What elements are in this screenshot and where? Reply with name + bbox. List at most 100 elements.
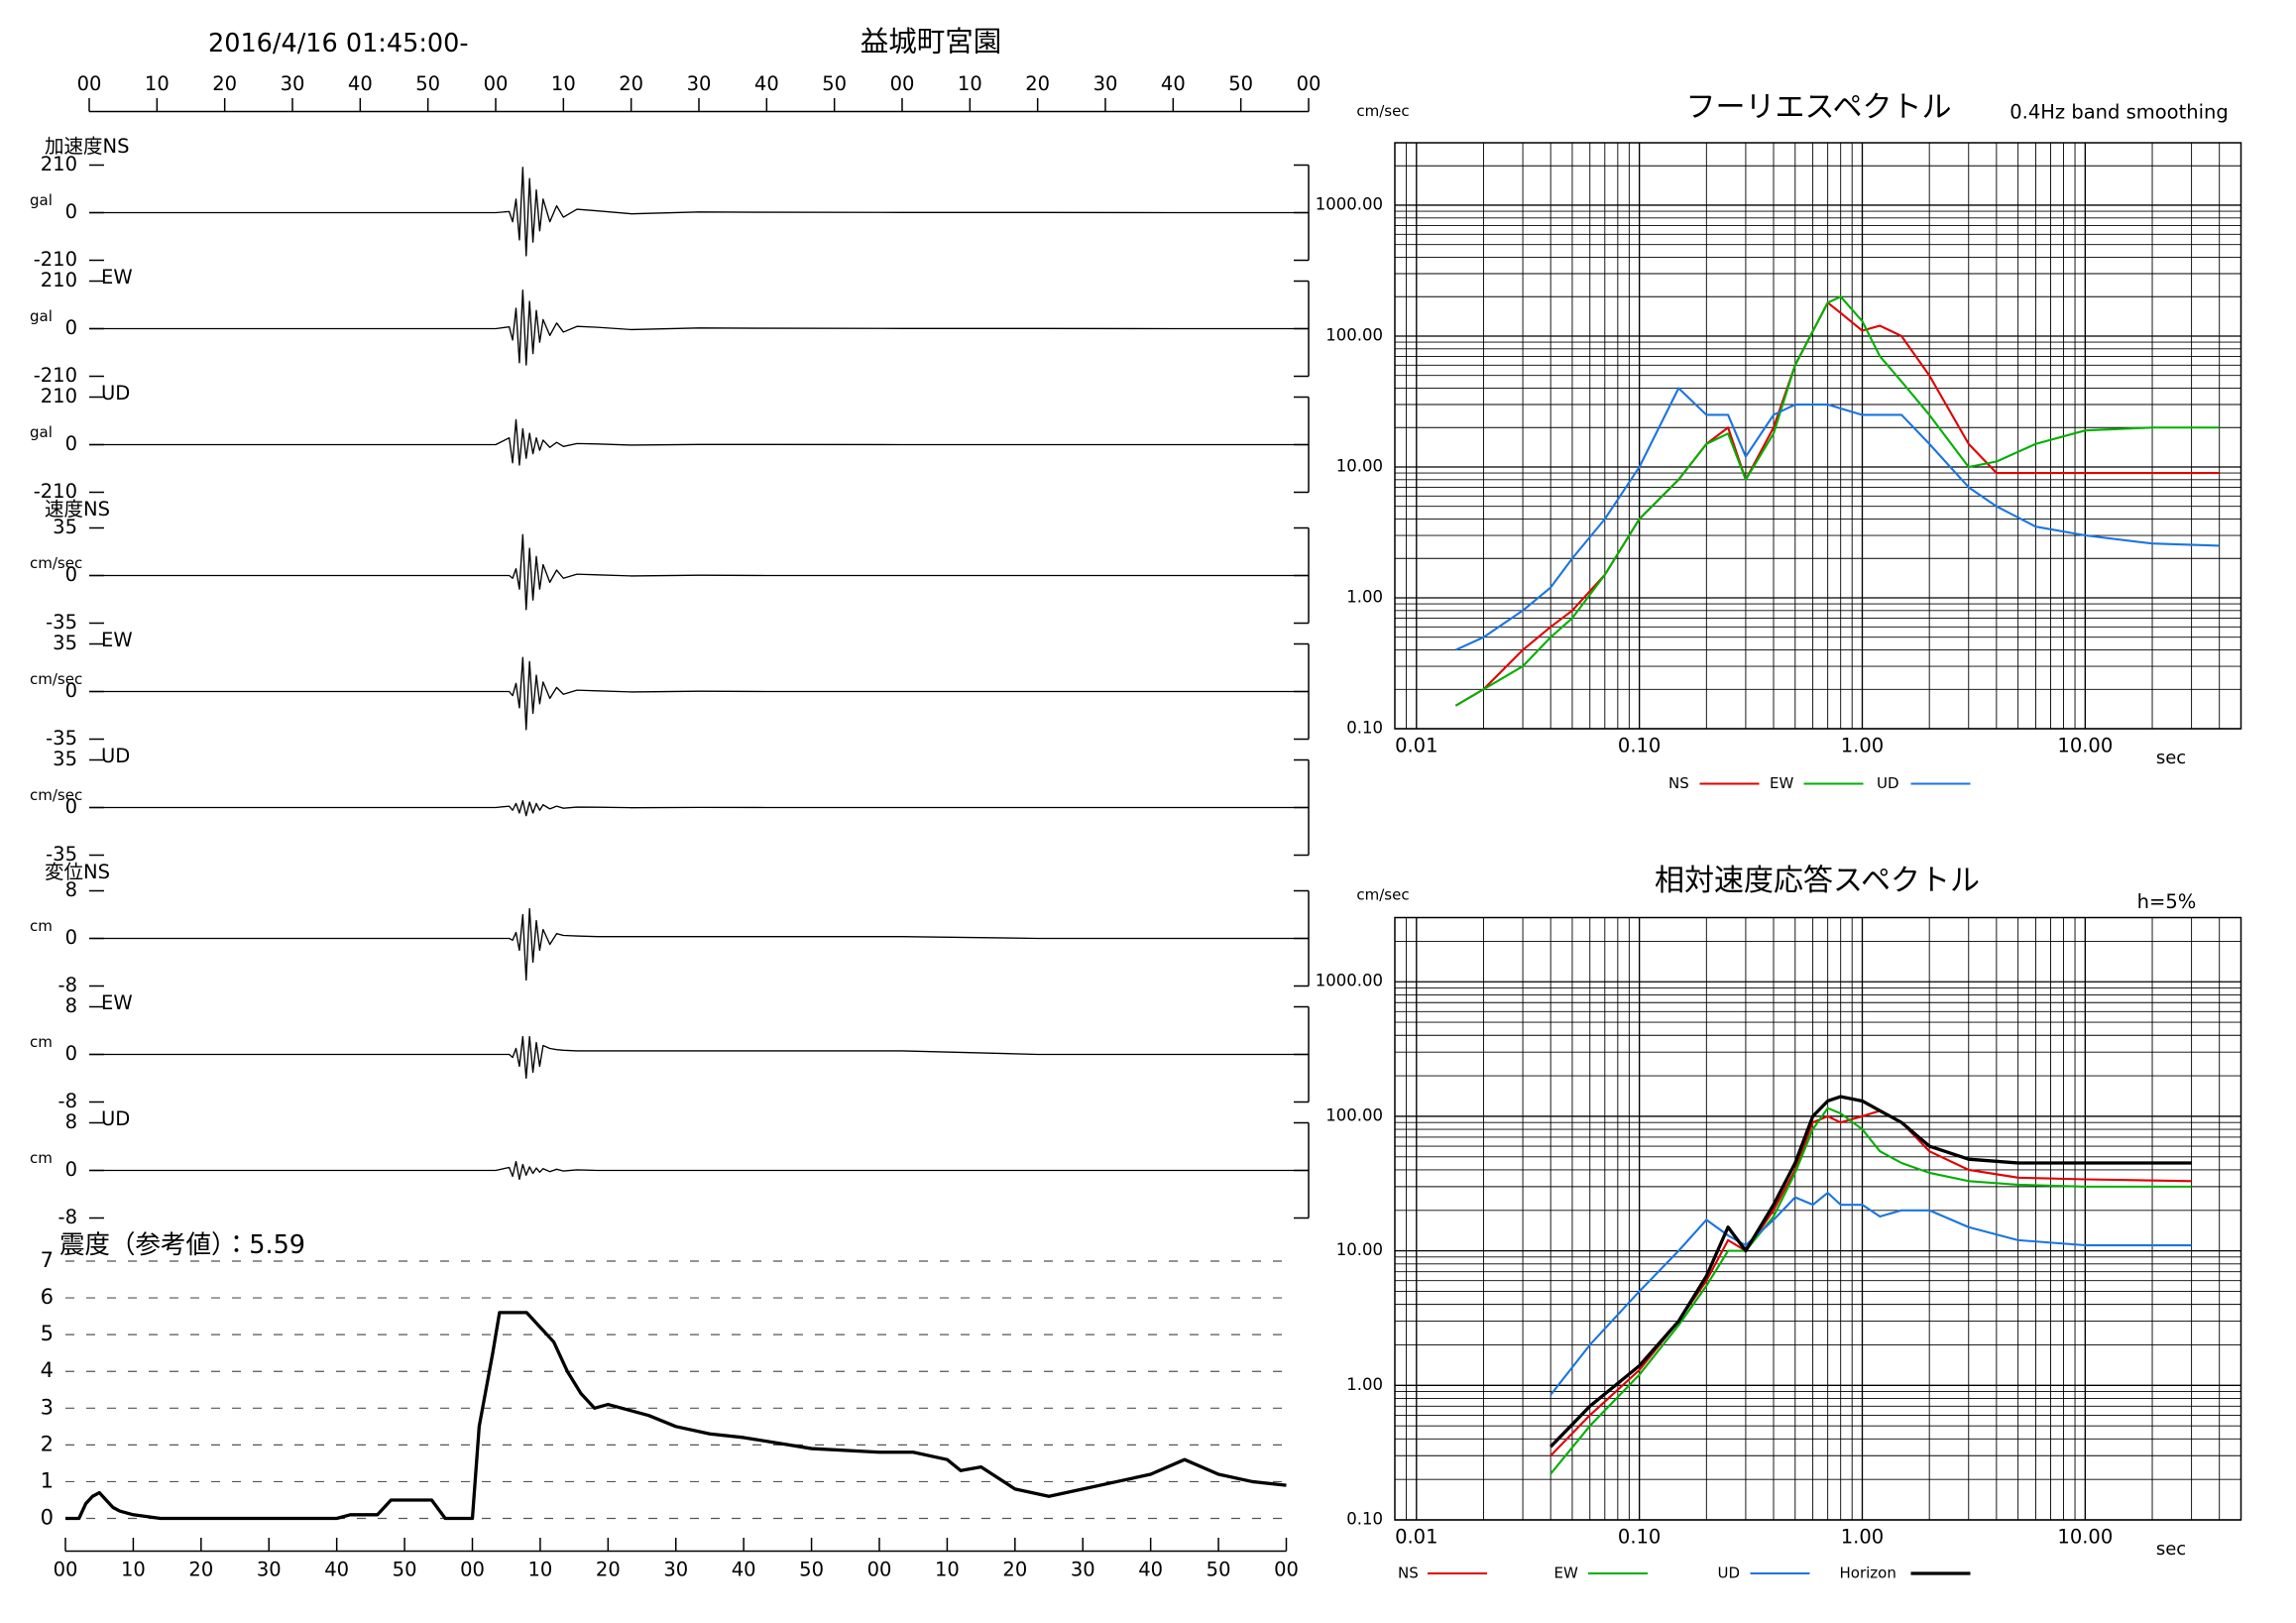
panel-label: EW: [101, 629, 133, 651]
x-tick-label: 0.01: [1395, 735, 1437, 757]
waveform: [89, 418, 1309, 466]
y-tick-label: 1: [41, 1468, 54, 1492]
y-tick-label: 100.00: [1325, 1105, 1383, 1124]
x-tick-label: 0.10: [1618, 1526, 1661, 1549]
y-tick-label: -210: [34, 364, 77, 387]
x-tick-label: 0.01: [1395, 1526, 1437, 1549]
waveform: [89, 656, 1309, 731]
waveform: [89, 907, 1309, 982]
x-tick-label: 10: [935, 1559, 960, 1581]
legend-label: EW: [1770, 774, 1793, 792]
y-tick-label: -35: [46, 611, 77, 634]
panel-label: UD: [101, 382, 130, 405]
y-tick-label: 0: [65, 1158, 77, 1181]
x-tick-label: 00: [484, 72, 509, 95]
waveform: [89, 1035, 1309, 1080]
x-tick-label: 30: [687, 72, 712, 95]
panel-unit: cm/sec: [30, 670, 82, 688]
x-tick-label: 50: [393, 1559, 417, 1581]
y-tick-label: 0: [65, 563, 77, 586]
panel-unit: cm/sec: [30, 786, 82, 804]
y-tick-label: 1.00: [1346, 1375, 1383, 1394]
waveform: [89, 799, 1309, 817]
chart-subtitle: 0.4Hz band smoothing: [2009, 101, 2229, 124]
y-tick-label: 1.00: [1346, 587, 1383, 606]
x-tick-label: 10.00: [2057, 1526, 2113, 1549]
panel-label: 速度NS: [45, 498, 110, 521]
spectrum-line: [1550, 1106, 2192, 1475]
y-tick-label: 3: [41, 1395, 54, 1419]
y-tick-label: -210: [34, 480, 77, 503]
x-tick-label: 20: [619, 72, 643, 95]
x-tick-label: 20: [188, 1559, 213, 1581]
x-tick-label: 00: [54, 1559, 78, 1581]
y-tick-label: 8: [65, 878, 77, 901]
y-tick-label: 8: [65, 1110, 77, 1133]
x-tick-label: 00: [77, 72, 102, 95]
chart-title: フーリエスペクトル: [1686, 90, 1952, 125]
x-tick-label: 10.00: [2057, 735, 2113, 757]
y-tick-label: 4: [41, 1358, 54, 1382]
panel-label: UD: [101, 745, 130, 767]
waveform: [89, 533, 1309, 611]
legend-label: NS: [1398, 1565, 1419, 1582]
panel-label: UD: [101, 1107, 130, 1130]
y-tick-label: 0.10: [1346, 719, 1383, 738]
panel-unit: gal: [30, 307, 53, 325]
x-tick-label: 40: [348, 72, 373, 95]
x-tick-label: 40: [732, 1559, 756, 1581]
x-tick-label: 20: [212, 72, 237, 95]
plot-frame: [1394, 142, 2242, 730]
y-tick-label: -210: [34, 248, 77, 271]
y-tick-label: 5: [41, 1322, 54, 1345]
x-tick-label: 10: [145, 72, 170, 95]
y-tick-label: 210: [41, 153, 77, 175]
x-tick-label: 10: [121, 1559, 146, 1581]
y-tick-label: 0: [65, 679, 77, 702]
y-tick-label: 10.00: [1336, 1240, 1383, 1259]
x-tick-label: 10: [958, 72, 982, 95]
legend-label: UD: [1877, 774, 1899, 792]
y-tick-label: 1000.00: [1316, 194, 1383, 213]
chart-title: 震度（参考値）：5.59: [59, 1230, 305, 1260]
y-tick-label: 0: [41, 1506, 54, 1530]
x-tick-label: 10: [551, 72, 576, 95]
x-tick-label: 30: [1071, 1559, 1095, 1581]
x-tick-label: 40: [324, 1559, 349, 1581]
panel-label: EW: [101, 266, 133, 289]
waveform: [89, 289, 1309, 366]
y-tick-label: -35: [46, 727, 77, 750]
x-tick-label: 00: [460, 1559, 485, 1581]
panel-label: 加速度NS: [45, 135, 129, 158]
y-tick-label: 1000.00: [1316, 972, 1383, 990]
legend-label: NS: [1668, 774, 1689, 792]
panel-unit: cm/sec: [30, 554, 82, 572]
x-tick-label: 00: [1297, 72, 1321, 95]
x-tick-label: 40: [1138, 1559, 1163, 1581]
intensity-line: [65, 1311, 1287, 1521]
spectrum-line: [1549, 1095, 2192, 1449]
y-tick-label: -8: [58, 1206, 77, 1228]
x-tick-label: 00: [867, 1559, 892, 1581]
y-tick-label: 100.00: [1325, 325, 1383, 344]
waveform: [89, 167, 1309, 257]
y-tick-label: 0: [65, 795, 77, 818]
y-tick-label: 210: [41, 385, 77, 407]
y-tick-label: 0: [65, 432, 77, 455]
x-tick-label: 50: [1206, 1559, 1231, 1581]
y-tick-label: -8: [58, 1090, 77, 1112]
x-tick-label: 30: [663, 1559, 688, 1581]
x-tick-label: 1.00: [1841, 1526, 1884, 1549]
panel-unit: gal: [30, 423, 53, 441]
spectrum-line: [1454, 301, 2220, 707]
panel-label: EW: [101, 991, 133, 1014]
y-tick-label: -35: [46, 843, 77, 866]
panel-unit: gal: [30, 191, 53, 209]
y-tick-label: -8: [58, 974, 77, 996]
y-tick-label: 210: [41, 269, 77, 291]
y-tick-label: 0.10: [1346, 1510, 1383, 1529]
x-axis-label: sec: [2156, 748, 2186, 768]
x-tick-label: 50: [1228, 72, 1253, 95]
